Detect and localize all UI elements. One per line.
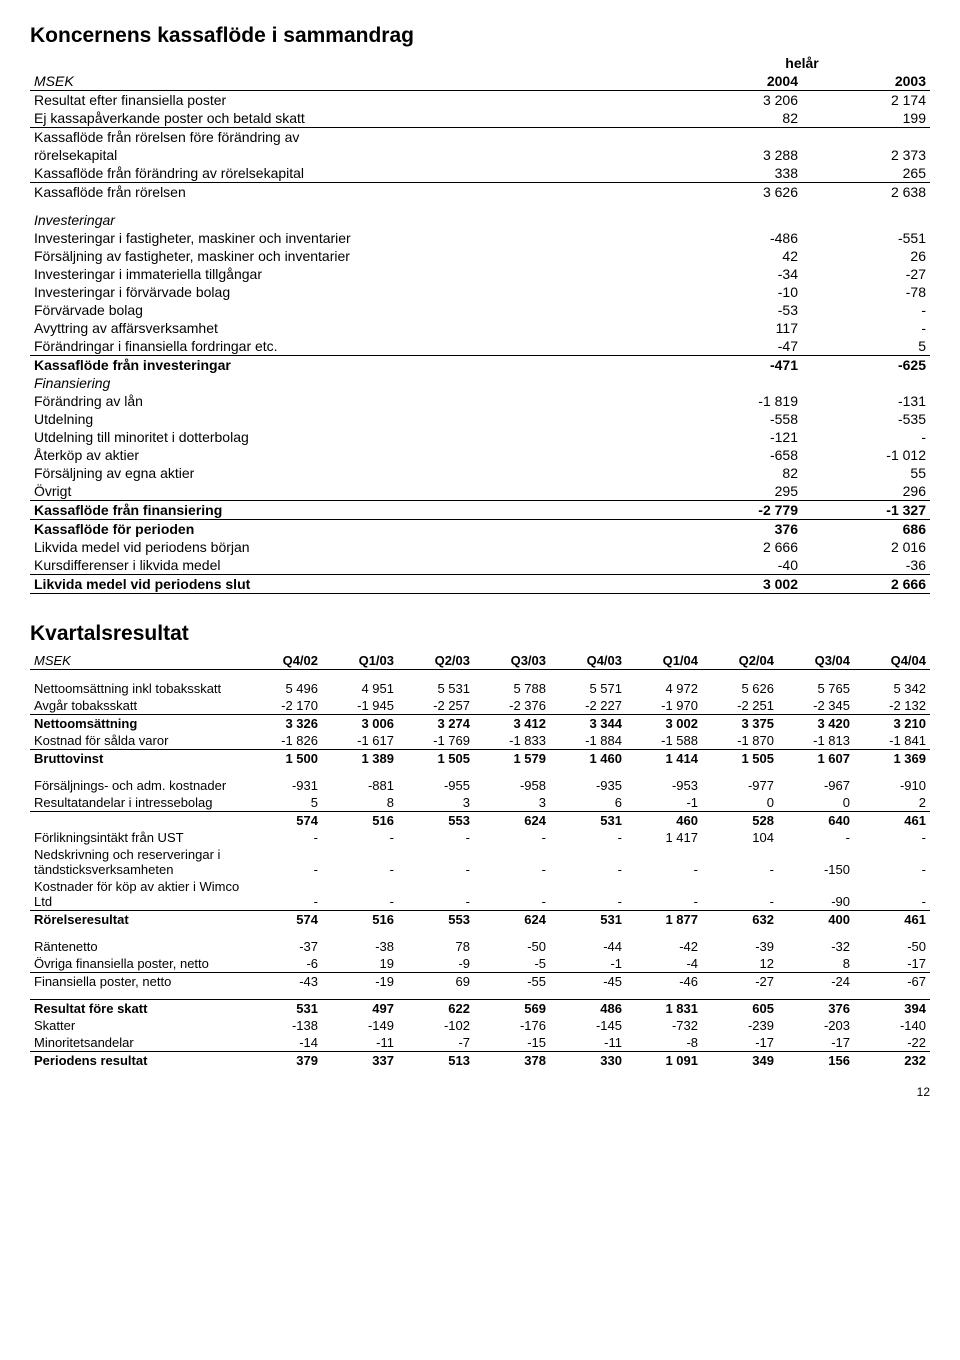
quarterly-title: Kvartalsresultat — [30, 622, 930, 646]
quarterly-table: MSEKQ4/02Q1/03Q2/03Q3/03Q4/03Q1/04Q2/04Q… — [30, 652, 930, 1069]
cashflow-table: helårMSEK20042003Resultat efter finansie… — [30, 54, 930, 594]
page-number: 12 — [30, 1085, 930, 1099]
cashflow-title: Koncernens kassaflöde i sammandrag — [30, 24, 930, 48]
